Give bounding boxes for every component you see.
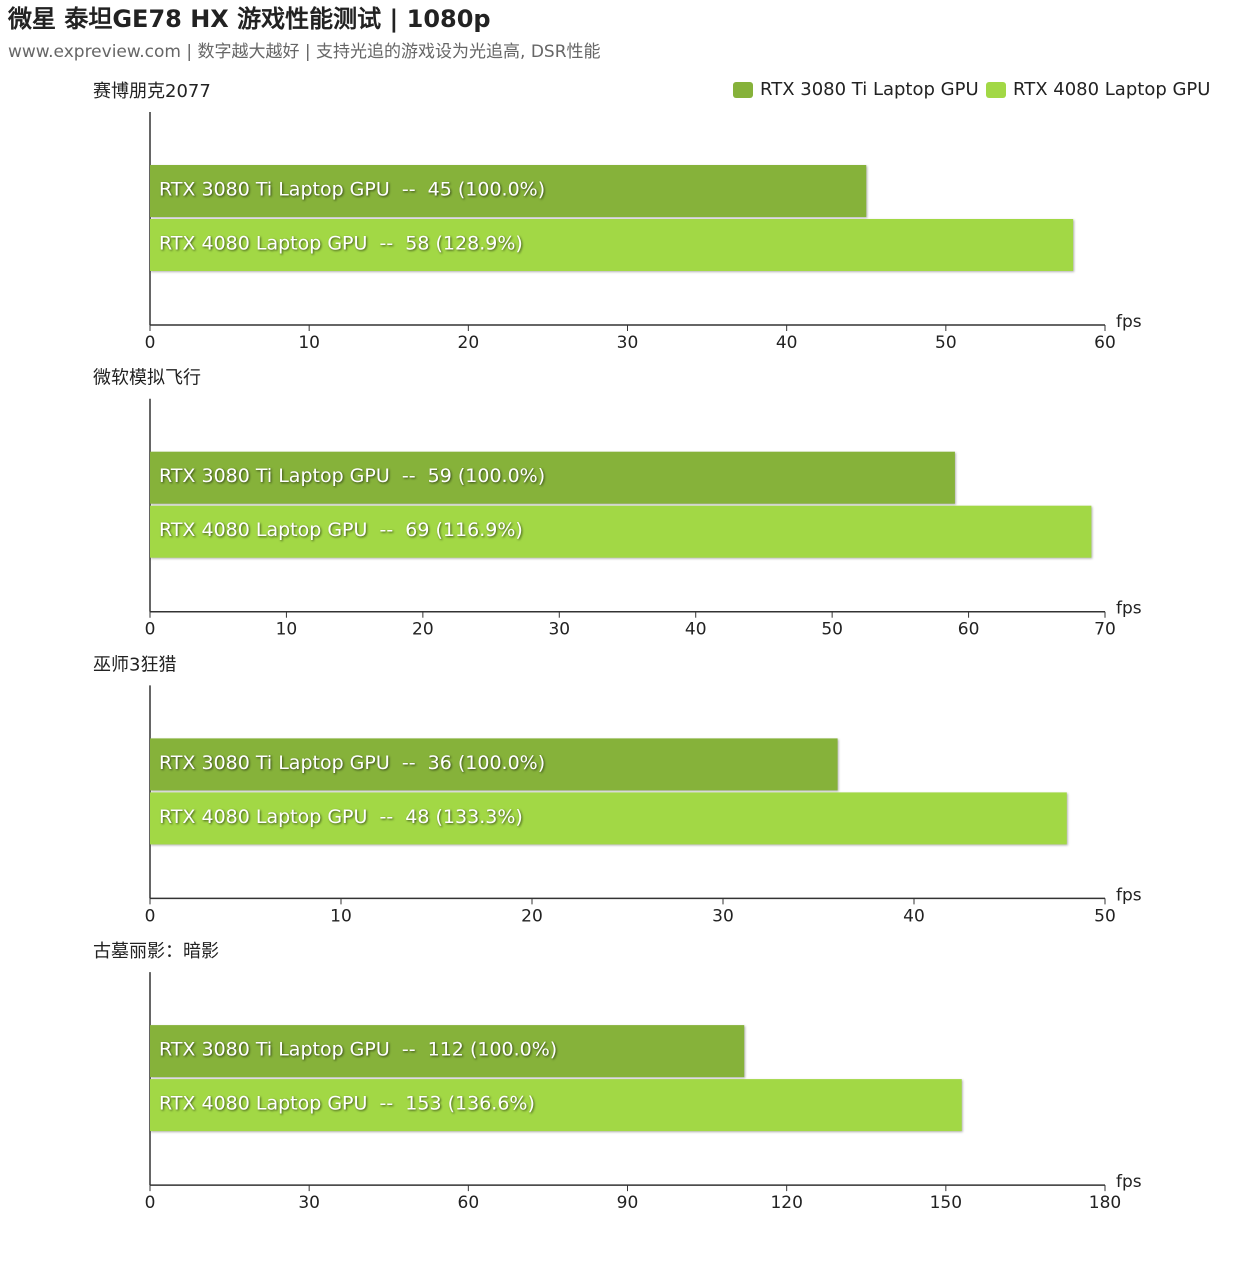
bar-label: RTX 3080 Ti Laptop GPU -- 36 (100.0%): [159, 752, 545, 774]
bar: [150, 505, 1092, 558]
x-tick-label: 0: [145, 1193, 156, 1213]
x-tick-label: 60: [1094, 333, 1116, 353]
chart-title: 古墓丽影：暗影: [93, 941, 219, 962]
x-tick-label: 30: [712, 906, 734, 926]
legend-label: RTX 3080 Ti Laptop GPU: [760, 79, 979, 100]
page-title: 微星 泰坦GE78 HX 游戏性能测试 | 1080p: [7, 5, 491, 33]
x-tick-label: 50: [821, 620, 843, 640]
axis-label: fps: [1116, 312, 1142, 332]
bar-label: RTX 3080 Ti Laptop GPU -- 112 (100.0%): [159, 1039, 557, 1061]
legend-swatch: [986, 82, 1006, 98]
x-tick-label: 0: [145, 620, 156, 640]
x-tick-label: 90: [617, 1193, 639, 1213]
x-tick-label: 180: [1089, 1193, 1121, 1213]
bar: [150, 165, 867, 217]
x-tick-label: 50: [1094, 906, 1116, 926]
x-tick-label: 60: [458, 1193, 480, 1213]
chart-title: 赛博朋克2077: [93, 81, 211, 102]
x-tick-label: 40: [685, 620, 707, 640]
x-tick-label: 70: [1094, 620, 1116, 640]
x-tick-label: 10: [276, 620, 298, 640]
bar: [150, 738, 838, 791]
bar: [150, 451, 955, 504]
bar-label: RTX 3080 Ti Laptop GPU -- 45 (100.0%): [159, 179, 545, 201]
bar: [150, 1025, 745, 1078]
axis-label: fps: [1116, 1172, 1142, 1192]
x-tick-label: 10: [330, 906, 352, 926]
bar-label: RTX 4080 Laptop GPU -- 58 (128.9%): [159, 233, 523, 255]
bar: [150, 219, 1074, 271]
legend-label: RTX 4080 Laptop GPU: [1013, 79, 1210, 100]
bar: [150, 1079, 962, 1132]
x-tick-label: 40: [903, 906, 925, 926]
x-tick-label: 10: [298, 333, 320, 353]
x-tick-label: 40: [776, 333, 798, 353]
x-tick-label: 150: [930, 1193, 962, 1213]
x-tick-label: 20: [521, 906, 543, 926]
bar-label: RTX 4080 Laptop GPU -- 48 (133.3%): [159, 806, 523, 828]
bar: [150, 792, 1067, 845]
x-tick-label: 20: [412, 620, 434, 640]
page-subtitle: www.expreview.com | 数字越大越好 | 支持光追的游戏设为光追…: [8, 42, 601, 62]
axis-label: fps: [1116, 599, 1142, 619]
legend-swatch: [733, 82, 753, 98]
x-tick-label: 60: [958, 620, 980, 640]
x-tick-label: 30: [617, 333, 639, 353]
x-tick-label: 20: [458, 333, 480, 353]
bar-label: RTX 4080 Laptop GPU -- 69 (116.9%): [159, 519, 523, 541]
x-tick-label: 30: [548, 620, 570, 640]
axis-label: fps: [1116, 885, 1142, 905]
x-tick-label: 0: [145, 333, 156, 353]
x-tick-label: 30: [298, 1193, 320, 1213]
bar-label: RTX 4080 Laptop GPU -- 153 (136.6%): [159, 1093, 535, 1115]
bar-label: RTX 3080 Ti Laptop GPU -- 59 (100.0%): [159, 465, 545, 487]
x-tick-label: 0: [145, 906, 156, 926]
chart-title: 巫师3狂猎: [93, 654, 176, 675]
x-tick-label: 120: [770, 1193, 802, 1213]
chart-title: 微软模拟飞行: [93, 368, 201, 389]
x-tick-label: 50: [935, 333, 957, 353]
